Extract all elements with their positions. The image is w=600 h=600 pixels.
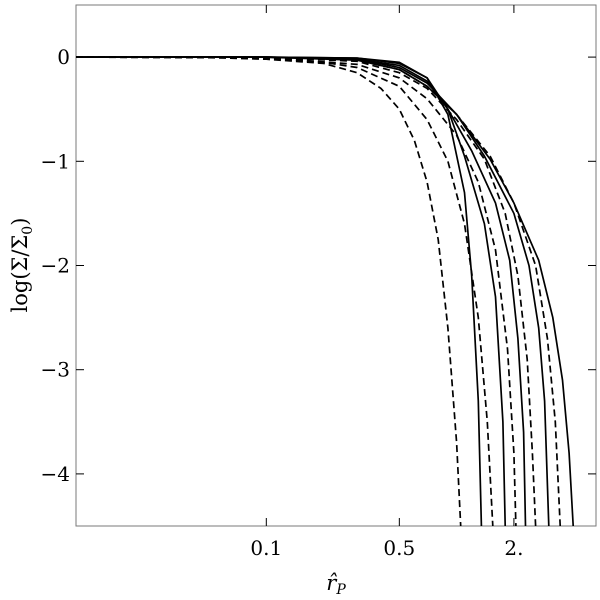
x-axis-label: r̂P [326, 571, 346, 598]
series-line-2 [76, 56, 507, 527]
x-axis: 0.1 0.5 2. [250, 5, 523, 560]
x-tick-label-2: 0.5 [383, 536, 415, 560]
y-tick-label-3: −2 [41, 254, 70, 278]
plot-frame [75, 4, 597, 527]
x-tick-label-3: 2. [504, 536, 523, 560]
y-tick-label-1: 0 [57, 45, 70, 69]
y-tick-label-4: −3 [41, 358, 70, 382]
series-line-4 [76, 56, 550, 527]
y-tick-label-2: −1 [41, 149, 70, 173]
series-line-5 [76, 56, 575, 527]
series-line-10 [75, 56, 562, 527]
series-line-1 [76, 56, 483, 527]
series-line-9 [75, 56, 537, 527]
series-line-3 [76, 56, 527, 527]
y-axis-label: log(Σ/Σ0) [8, 218, 36, 313]
series-line-6 [75, 56, 462, 527]
x-tick-label-1: 0.1 [250, 536, 282, 560]
series-line-8 [75, 56, 517, 527]
series-line-7 [75, 56, 494, 527]
y-tick-label-5: −4 [41, 462, 70, 486]
y-axis: 0 −1 −2 −3 −4 [41, 45, 596, 486]
curves [75, 56, 575, 527]
